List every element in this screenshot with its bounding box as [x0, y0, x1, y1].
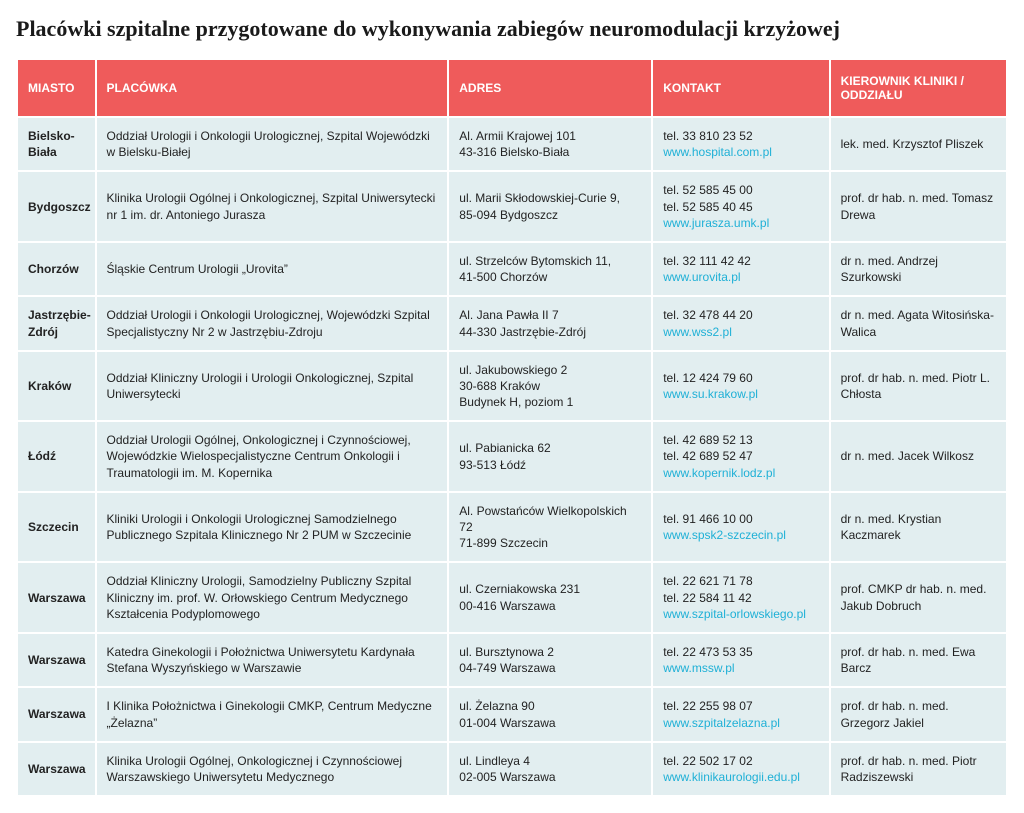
page-title: Placówki szpitalne przygotowane do wykon…	[16, 16, 1008, 42]
table-row: KrakówOddział Kliniczny Urologii i Urolo…	[18, 352, 1006, 421]
cell-address: ul. Czerniakowska 23100-416 Warszawa	[449, 563, 651, 632]
table-row: WarszawaKatedra Ginekologii i Położnictw…	[18, 634, 1006, 686]
website-link[interactable]: www.szpital-orlowskiego.pl	[663, 606, 818, 622]
cell-head: dr n. med. Jacek Wilkosz	[831, 422, 1006, 491]
phone-text: tel. 12 424 79 60	[663, 370, 818, 386]
table-row: ChorzówŚląskie Centrum Urologii „Urovita…	[18, 243, 1006, 295]
website-link[interactable]: www.urovita.pl	[663, 269, 818, 285]
phone-text: tel. 52 585 40 45	[663, 199, 818, 215]
table-row: ŁódźOddział Urologii Ogólnej, Onkologicz…	[18, 422, 1006, 491]
cell-head: dr n. med. Krystian Kaczmarek	[831, 493, 1006, 562]
cell-contact: tel. 12 424 79 60www.su.krakow.pl	[653, 352, 828, 421]
website-link[interactable]: www.jurasza.umk.pl	[663, 215, 818, 231]
cell-address: ul. Strzelców Bytomskich 11,41-500 Chorz…	[449, 243, 651, 295]
cell-contact: tel. 32 111 42 42www.urovita.pl	[653, 243, 828, 295]
cell-address: ul. Żelazna 9001-004 Warszawa	[449, 688, 651, 740]
website-link[interactable]: www.szpitalzelazna.pl	[663, 715, 818, 731]
cell-city: Szczecin	[18, 493, 95, 562]
cell-city: Warszawa	[18, 743, 95, 795]
phone-text: tel. 42 689 52 13	[663, 432, 818, 448]
col-facility: PLACÓWKA	[97, 60, 448, 116]
phone-text: tel. 32 111 42 42	[663, 253, 818, 269]
cell-facility: Oddział Urologii Ogólnej, Onkologicznej …	[97, 422, 448, 491]
phone-text: tel. 42 689 52 47	[663, 448, 818, 464]
table-row: WarszawaKlinika Urologii Ogólnej, Onkolo…	[18, 743, 1006, 795]
table-row: WarszawaOddział Kliniczny Urologii, Samo…	[18, 563, 1006, 632]
website-link[interactable]: www.hospital.com.pl	[663, 144, 818, 160]
cell-head: prof. CMKP dr hab. n. med. Jakub Dobruch	[831, 563, 1006, 632]
phone-text: tel. 22 255 98 07	[663, 698, 818, 714]
col-address: ADRES	[449, 60, 651, 116]
cell-head: prof. dr hab. n. med. Grzegorz Jakiel	[831, 688, 1006, 740]
phone-text: tel. 52 585 45 00	[663, 182, 818, 198]
facilities-table: MIASTO PLACÓWKA ADRES KONTAKT KIEROWNIK …	[16, 58, 1008, 797]
phone-text: tel. 91 466 10 00	[663, 511, 818, 527]
col-city: MIASTO	[18, 60, 95, 116]
table-row: Jastrzębie-ZdrójOddział Urologii i Onkol…	[18, 297, 1006, 349]
cell-city: Chorzów	[18, 243, 95, 295]
cell-city: Bydgoszcz	[18, 172, 95, 241]
cell-facility: Oddział Kliniczny Urologii i Urologii On…	[97, 352, 448, 421]
cell-facility: Oddział Kliniczny Urologii, Samodzielny …	[97, 563, 448, 632]
cell-city: Bielsko-Biała	[18, 118, 95, 170]
cell-head: prof. dr hab. n. med. Piotr L. Chłosta	[831, 352, 1006, 421]
cell-head: prof. dr hab. n. med. Tomasz Drewa	[831, 172, 1006, 241]
cell-facility: Katedra Ginekologii i Położnictwa Uniwer…	[97, 634, 448, 686]
cell-contact: tel. 22 502 17 02www.klinikaurologii.edu…	[653, 743, 828, 795]
cell-facility: Klinika Urologii Ogólnej i Onkologicznej…	[97, 172, 448, 241]
phone-text: tel. 32 478 44 20	[663, 307, 818, 323]
cell-contact: tel. 22 473 53 35www.mssw.pl	[653, 634, 828, 686]
cell-head: dr n. med. Agata Witosińska-Walica	[831, 297, 1006, 349]
website-link[interactable]: www.klinikaurologii.edu.pl	[663, 769, 818, 785]
cell-contact: tel. 22 255 98 07www.szpitalzelazna.pl	[653, 688, 828, 740]
cell-city: Łódź	[18, 422, 95, 491]
table-row: SzczecinKliniki Urologii i Onkologii Uro…	[18, 493, 1006, 562]
website-link[interactable]: www.kopernik.lodz.pl	[663, 465, 818, 481]
cell-contact: tel. 33 810 23 52www.hospital.com.pl	[653, 118, 828, 170]
cell-facility: I Klinika Położnictwa i Ginekologii CMKP…	[97, 688, 448, 740]
cell-facility: Śląskie Centrum Urologii „Urovita”	[97, 243, 448, 295]
cell-facility: Klinika Urologii Ogólnej, Onkologicznej …	[97, 743, 448, 795]
phone-text: tel. 22 621 71 78	[663, 573, 818, 589]
table-row: Bielsko-BiałaOddział Urologii i Onkologi…	[18, 118, 1006, 170]
cell-contact: tel. 42 689 52 13tel. 42 689 52 47www.ko…	[653, 422, 828, 491]
cell-facility: Oddział Urologii i Onkologii Urologiczne…	[97, 297, 448, 349]
phone-text: tel. 22 473 53 35	[663, 644, 818, 660]
website-link[interactable]: www.su.krakow.pl	[663, 386, 818, 402]
cell-address: ul. Marii Skłodowskiej-Curie 9,85-094 By…	[449, 172, 651, 241]
cell-contact: tel. 52 585 45 00tel. 52 585 40 45www.ju…	[653, 172, 828, 241]
cell-address: Al. Powstańców Wielkopolskich 7271-899 S…	[449, 493, 651, 562]
phone-text: tel. 33 810 23 52	[663, 128, 818, 144]
cell-facility: Oddział Urologii i Onkologii Urologiczne…	[97, 118, 448, 170]
cell-address: ul. Bursztynowa 204-749 Warszawa	[449, 634, 651, 686]
col-head: KIEROWNIK KLINIKI / ODDZIAŁU	[831, 60, 1006, 116]
cell-address: ul. Jakubowskiego 230-688 KrakówBudynek …	[449, 352, 651, 421]
cell-city: Warszawa	[18, 563, 95, 632]
website-link[interactable]: www.spsk2-szczecin.pl	[663, 527, 818, 543]
cell-address: ul. Pabianicka 6293-513 Łódź	[449, 422, 651, 491]
cell-head: lek. med. Krzysztof Pliszek	[831, 118, 1006, 170]
cell-contact: tel. 32 478 44 20www.wss2.pl	[653, 297, 828, 349]
cell-city: Warszawa	[18, 634, 95, 686]
cell-address: Al. Armii Krajowej 10143-316 Bielsko-Bia…	[449, 118, 651, 170]
table-header-row: MIASTO PLACÓWKA ADRES KONTAKT KIEROWNIK …	[18, 60, 1006, 116]
cell-contact: tel. 22 621 71 78tel. 22 584 11 42www.sz…	[653, 563, 828, 632]
phone-text: tel. 22 502 17 02	[663, 753, 818, 769]
cell-contact: tel. 91 466 10 00www.spsk2-szczecin.pl	[653, 493, 828, 562]
cell-city: Warszawa	[18, 688, 95, 740]
cell-head: prof. dr hab. n. med. Ewa Barcz	[831, 634, 1006, 686]
website-link[interactable]: www.wss2.pl	[663, 324, 818, 340]
table-row: WarszawaI Klinika Położnictwa i Ginekolo…	[18, 688, 1006, 740]
cell-city: Kraków	[18, 352, 95, 421]
cell-address: ul. Lindleya 402-005 Warszawa	[449, 743, 651, 795]
website-link[interactable]: www.mssw.pl	[663, 660, 818, 676]
cell-head: dr n. med. Andrzej Szurkowski	[831, 243, 1006, 295]
table-row: BydgoszczKlinika Urologii Ogólnej i Onko…	[18, 172, 1006, 241]
cell-head: prof. dr hab. n. med. Piotr Radziszewski	[831, 743, 1006, 795]
col-contact: KONTAKT	[653, 60, 828, 116]
cell-city: Jastrzębie-Zdrój	[18, 297, 95, 349]
cell-address: Al. Jana Pawła II 744-330 Jastrzębie-Zdr…	[449, 297, 651, 349]
phone-text: tel. 22 584 11 42	[663, 590, 818, 606]
cell-facility: Kliniki Urologii i Onkologii Urologiczne…	[97, 493, 448, 562]
